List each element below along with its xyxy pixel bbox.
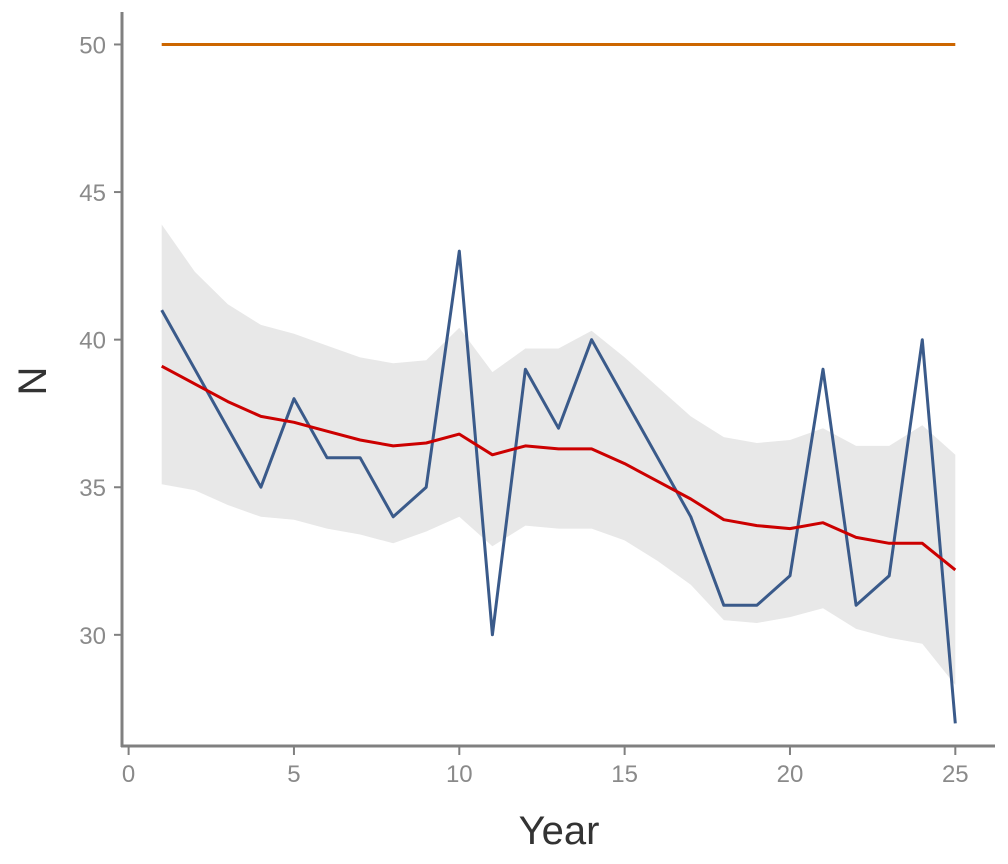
y-tick-label: 35 [79,475,106,502]
x-tick-label: 20 [777,761,804,788]
y-tick-label: 30 [79,623,106,650]
y-tick-label: 45 [79,180,106,207]
x-axis-title: Year [519,809,600,853]
x-tick-label: 10 [446,761,473,788]
series-line-2 [160,249,957,724]
x-tick-label: 25 [942,761,969,788]
confidence-band-layer [161,224,956,685]
y-axis-ticks: 30 35 40 45 50 [79,32,122,650]
x-tick-label: 5 [287,761,300,788]
x-axis-ticks: 0 5 10 15 20 25 [122,747,969,788]
series-layer [160,43,957,724]
y-axis-title: N [11,367,55,396]
x-tick-label: 15 [611,761,638,788]
y-tick-label: 40 [79,328,106,355]
y-tick-label: 50 [79,32,106,59]
series-line-3 [160,364,957,572]
x-tick-label: 0 [122,761,135,788]
confidence-band [161,224,956,685]
